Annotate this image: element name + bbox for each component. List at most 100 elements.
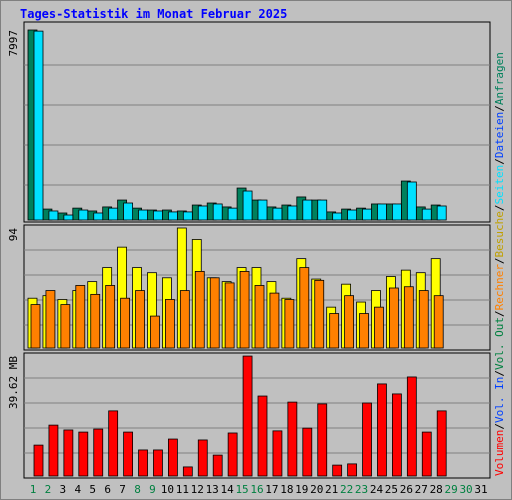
bar [164,299,175,349]
x-tick-label: 10 [161,483,174,496]
bar [391,203,402,221]
bar [421,431,432,477]
bar [135,290,145,349]
x-tick-label: 15 [235,483,248,496]
bar [332,464,343,477]
legend-entry: Vol. In [493,377,506,423]
bar [317,403,328,477]
bar [377,203,387,221]
x-tick-label: 18 [280,483,293,496]
bar [374,306,384,349]
bar [302,199,313,221]
bar [436,205,447,221]
x-tick-label: 2 [45,483,52,496]
bar [179,290,190,349]
bar [257,395,268,477]
bar [314,279,325,349]
legend-entry: Volumen [493,430,506,476]
bar [344,295,355,349]
bar [227,207,238,221]
bar [167,211,178,221]
x-tick-label: 1 [30,483,37,496]
bar [153,449,163,477]
x-tick-label: 26 [400,483,413,496]
bar [406,376,417,477]
bar [359,313,369,349]
bar [254,285,265,349]
bar [153,210,163,221]
x-tick-label: 31 [474,483,487,496]
x-tick-label: 12 [191,483,204,496]
bar [436,410,447,477]
bar [287,205,298,221]
legend-separator: / [493,423,506,430]
bar [421,208,432,221]
legend-separator: / [493,158,506,165]
legend-separator: / [493,370,506,377]
x-tick-label: 3 [60,483,67,496]
bar [347,209,358,221]
x-tick-label: 25 [385,483,398,496]
chart-title: Tages-Statistik im Monat Februar 2025 [20,7,287,21]
legend-entry: Rechner [493,264,506,311]
x-tick-label: 9 [149,483,156,496]
bar [78,431,89,477]
bar [242,190,253,221]
legend-entry: Dateien [493,112,506,158]
x-tick-label: 5 [89,483,96,496]
bar [78,209,89,221]
x-tick-label: 14 [221,483,235,496]
x-tick-label: 20 [310,483,323,496]
bar [33,30,44,221]
x-tick-label: 16 [250,483,263,496]
x-tick-label: 24 [370,483,384,496]
bar [272,430,283,477]
y-tick-label: 7997 [7,30,20,57]
bar [433,295,444,349]
legend-entry: Anfragen [493,52,506,105]
y-tick-label: 39.62 MB [7,356,20,409]
legend: Volumen/Vol. In/Vol. Out/Rechner/Besuche… [493,52,506,476]
legend-entry: Vol. Out [493,317,506,370]
bar [120,297,130,349]
bar [123,431,133,477]
bar [197,439,208,477]
bar [123,202,133,221]
bar [388,287,399,349]
x-tick-label: 8 [134,483,141,496]
bar [403,286,414,349]
bar [418,290,429,349]
bar [362,402,372,477]
bar [90,293,101,349]
bar [391,393,402,477]
bar [93,428,104,477]
x-tick-label: 21 [325,483,338,496]
legend-entry: Besuche [493,211,506,257]
bar [108,207,119,221]
bar [194,271,205,349]
bar [45,290,56,349]
bar [272,207,283,221]
x-tick-label: 7 [119,483,126,496]
bar [105,285,116,349]
bar [108,410,119,477]
bar [75,285,86,349]
x-tick-label: 17 [265,483,278,496]
legend-entry: Seiten [493,165,506,205]
x-tick-label: 23 [355,483,368,496]
bar [150,315,160,349]
bar [239,271,250,349]
bar [284,299,295,349]
bar [299,267,310,349]
bar [182,466,193,477]
bar [30,304,41,349]
bar [329,313,340,349]
x-tick-label: 29 [445,483,458,496]
bar [287,401,298,477]
bar [317,199,328,221]
x-tick-label: 19 [295,483,308,496]
x-tick-label: 13 [206,483,219,496]
x-tick-label: 27 [415,483,428,496]
legend-separator: / [493,204,506,211]
